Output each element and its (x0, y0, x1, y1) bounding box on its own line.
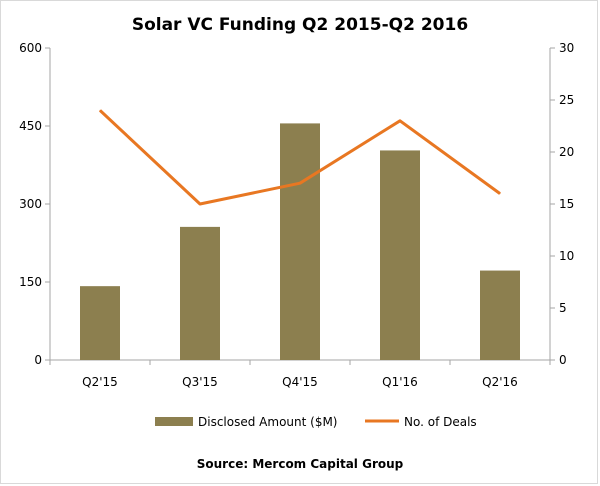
legend-swatch-bars (155, 417, 193, 426)
bar-disclosed-amount (480, 270, 520, 360)
y-right-tick-label: 20 (559, 145, 574, 159)
point-no-of-deals (99, 109, 101, 111)
y-right-tick-label: 10 (559, 249, 574, 263)
point-no-of-deals (299, 182, 301, 184)
legend: Disclosed Amount ($M) No. of Deals (155, 415, 477, 429)
legend-label-bars: Disclosed Amount ($M) (198, 415, 338, 429)
y-right-tick-label: 30 (559, 41, 574, 55)
source-note: Source: Mercom Capital Group (197, 457, 404, 471)
x-tick-label: Q4'15 (282, 375, 318, 389)
point-no-of-deals (199, 203, 201, 205)
legend-label-line: No. of Deals (404, 415, 477, 429)
point-no-of-deals (499, 193, 501, 195)
bar-disclosed-amount (80, 286, 120, 360)
plot-area: 0 150 300 450 600 0 5 10 15 20 25 30 Q2'15 Q3'15 Q4'15… (19, 41, 574, 389)
x-tick-label: Q1'16 (382, 375, 418, 389)
x-tick-label: Q2'16 (482, 375, 518, 389)
y-right-tick-label: 15 (559, 197, 574, 211)
bar-disclosed-amount (180, 226, 220, 360)
y-right-tick-label: 25 (559, 93, 574, 107)
y-left-tick-label: 150 (19, 275, 42, 289)
chart-title: Solar VC Funding Q2 2015-Q2 2016 (132, 15, 468, 35)
y-right-tick-label: 0 (559, 353, 567, 367)
bar-disclosed-amount (380, 150, 420, 360)
point-no-of-deals (399, 120, 401, 122)
x-tick-label: Q3'15 (182, 375, 218, 389)
y-right-tick-label: 5 (559, 301, 567, 315)
y-left-tick-label: 600 (19, 41, 42, 55)
y-left-tick-label: 450 (19, 119, 42, 133)
y-left-tick-label: 300 (19, 197, 42, 211)
y-left-tick-label: 0 (34, 353, 42, 367)
bar-disclosed-amount (280, 123, 320, 361)
x-tick-label: Q2'15 (82, 375, 118, 389)
